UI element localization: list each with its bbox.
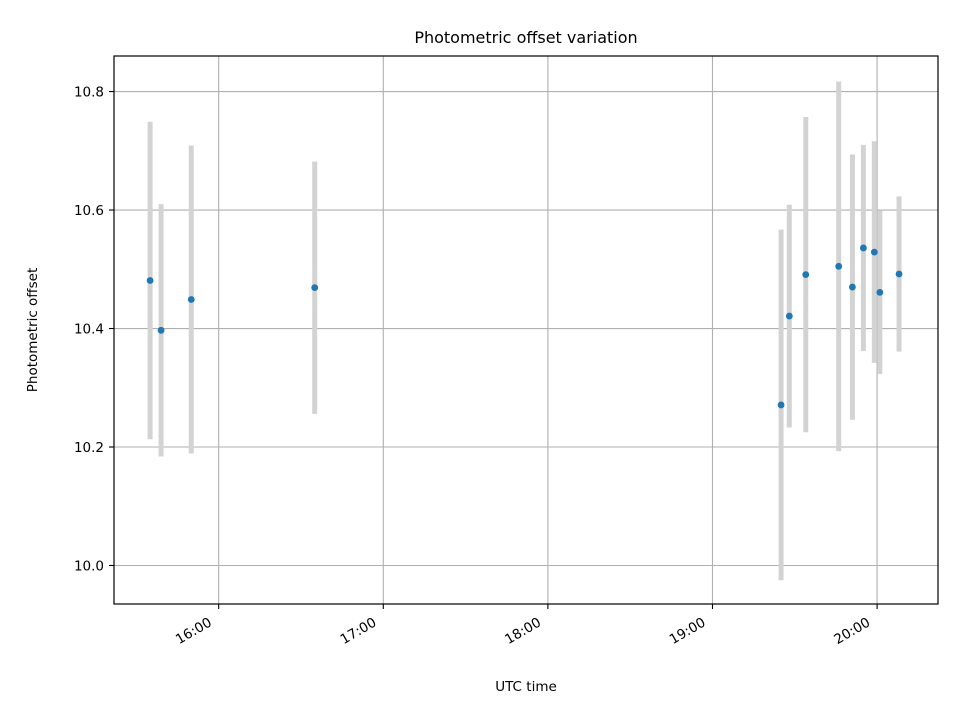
data-point [157,326,165,334]
y-tick-label: 10.6 [74,203,104,219]
data-point [146,277,154,284]
data-point [876,288,884,296]
data-point [870,248,878,256]
data-point [895,270,903,278]
chart-title: Photometric offset variation [414,28,637,47]
data-point [785,312,793,320]
y-axis-label: Photometric offset [25,268,41,392]
x-axis-label: UTC time [495,679,557,695]
y-tick-label: 10.8 [74,85,104,101]
data-point [187,296,195,303]
data-point [849,283,856,291]
grid-layer [114,56,938,604]
marker-layer [146,244,903,409]
y-tick-label: 10.2 [74,440,104,456]
y-tick-label: 10.0 [74,558,104,574]
data-point [859,244,867,252]
y-tick-label: 10.4 [74,322,104,338]
data-point [777,401,785,409]
data-point [311,284,319,292]
plot-area [114,56,938,604]
plot-frame [113,55,939,605]
data-point [802,271,810,279]
data-point [835,262,843,270]
